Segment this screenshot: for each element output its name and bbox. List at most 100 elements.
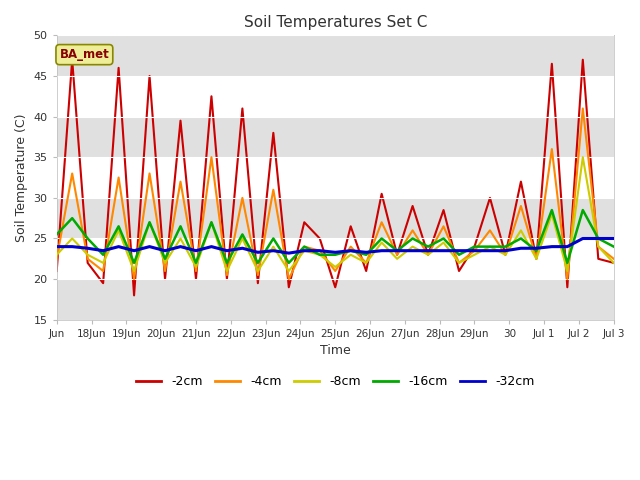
-32cm bbox=[207, 244, 215, 250]
-8cm bbox=[347, 252, 355, 258]
-8cm bbox=[130, 268, 138, 274]
-16cm bbox=[53, 231, 61, 237]
-4cm bbox=[440, 223, 447, 229]
-2cm bbox=[378, 191, 385, 197]
Line: -16cm: -16cm bbox=[57, 210, 614, 263]
-32cm bbox=[378, 248, 385, 253]
-8cm bbox=[579, 155, 587, 160]
-4cm bbox=[269, 187, 277, 192]
-32cm bbox=[161, 248, 169, 253]
-2cm bbox=[223, 276, 231, 282]
-8cm bbox=[362, 260, 370, 266]
-2cm bbox=[579, 57, 587, 62]
-2cm bbox=[424, 252, 432, 258]
-4cm bbox=[207, 155, 215, 160]
-32cm bbox=[254, 250, 262, 255]
Line: -2cm: -2cm bbox=[57, 60, 614, 295]
-32cm bbox=[579, 236, 587, 241]
-32cm bbox=[115, 244, 122, 250]
-32cm bbox=[269, 248, 277, 253]
-2cm bbox=[146, 73, 154, 79]
-8cm bbox=[192, 264, 200, 270]
-8cm bbox=[332, 264, 339, 270]
-32cm bbox=[84, 245, 92, 251]
-32cm bbox=[455, 248, 463, 253]
-16cm bbox=[409, 236, 417, 241]
-8cm bbox=[146, 219, 154, 225]
-2cm bbox=[532, 256, 540, 262]
-8cm bbox=[300, 248, 308, 253]
-4cm bbox=[517, 203, 525, 209]
-16cm bbox=[300, 244, 308, 250]
-32cm bbox=[99, 248, 107, 253]
-2cm bbox=[192, 276, 200, 282]
-16cm bbox=[223, 260, 231, 266]
-4cm bbox=[300, 244, 308, 250]
-16cm bbox=[424, 244, 432, 250]
-2cm bbox=[563, 284, 571, 290]
-8cm bbox=[53, 252, 61, 258]
-32cm bbox=[470, 248, 478, 253]
-4cm bbox=[223, 272, 231, 278]
-32cm bbox=[53, 244, 61, 250]
-2cm bbox=[347, 223, 355, 229]
-4cm bbox=[115, 175, 122, 180]
-4cm bbox=[610, 256, 618, 262]
-8cm bbox=[424, 252, 432, 258]
-32cm bbox=[610, 236, 618, 241]
-16cm bbox=[68, 216, 76, 221]
-32cm bbox=[548, 244, 556, 250]
-8cm bbox=[610, 260, 618, 266]
-4cm bbox=[548, 146, 556, 152]
-4cm bbox=[347, 244, 355, 250]
-16cm bbox=[99, 252, 107, 258]
-4cm bbox=[146, 170, 154, 176]
-32cm bbox=[192, 248, 200, 253]
-2cm bbox=[440, 207, 447, 213]
-2cm bbox=[84, 260, 92, 266]
-4cm bbox=[130, 276, 138, 282]
-8cm bbox=[532, 256, 540, 262]
-4cm bbox=[285, 276, 292, 282]
-32cm bbox=[362, 250, 370, 255]
-16cm bbox=[254, 260, 262, 266]
-16cm bbox=[269, 236, 277, 241]
-4cm bbox=[595, 244, 602, 250]
-16cm bbox=[563, 260, 571, 266]
-16cm bbox=[146, 219, 154, 225]
-16cm bbox=[362, 252, 370, 258]
-8cm bbox=[470, 252, 478, 258]
-4cm bbox=[68, 170, 76, 176]
-16cm bbox=[486, 244, 494, 250]
Bar bbox=[57, 198, 614, 239]
-2cm bbox=[254, 280, 262, 286]
-4cm bbox=[239, 195, 246, 201]
-2cm bbox=[610, 260, 618, 266]
-16cm bbox=[130, 260, 138, 266]
-4cm bbox=[378, 219, 385, 225]
-8cm bbox=[378, 240, 385, 245]
-2cm bbox=[394, 252, 401, 258]
-16cm bbox=[285, 260, 292, 266]
-4cm bbox=[394, 252, 401, 258]
X-axis label: Time: Time bbox=[320, 344, 351, 357]
-32cm bbox=[502, 248, 509, 253]
-2cm bbox=[486, 195, 494, 201]
-16cm bbox=[161, 256, 169, 262]
-16cm bbox=[378, 236, 385, 241]
Bar bbox=[57, 36, 614, 76]
-2cm bbox=[332, 284, 339, 290]
-32cm bbox=[223, 248, 231, 253]
-2cm bbox=[269, 130, 277, 136]
-16cm bbox=[316, 252, 324, 258]
Bar bbox=[57, 117, 614, 157]
-16cm bbox=[394, 248, 401, 253]
-32cm bbox=[347, 248, 355, 253]
-8cm bbox=[99, 260, 107, 266]
-32cm bbox=[517, 245, 525, 251]
-16cm bbox=[207, 219, 215, 225]
-4cm bbox=[579, 106, 587, 111]
-16cm bbox=[610, 244, 618, 250]
-2cm bbox=[595, 256, 602, 262]
-16cm bbox=[470, 244, 478, 250]
